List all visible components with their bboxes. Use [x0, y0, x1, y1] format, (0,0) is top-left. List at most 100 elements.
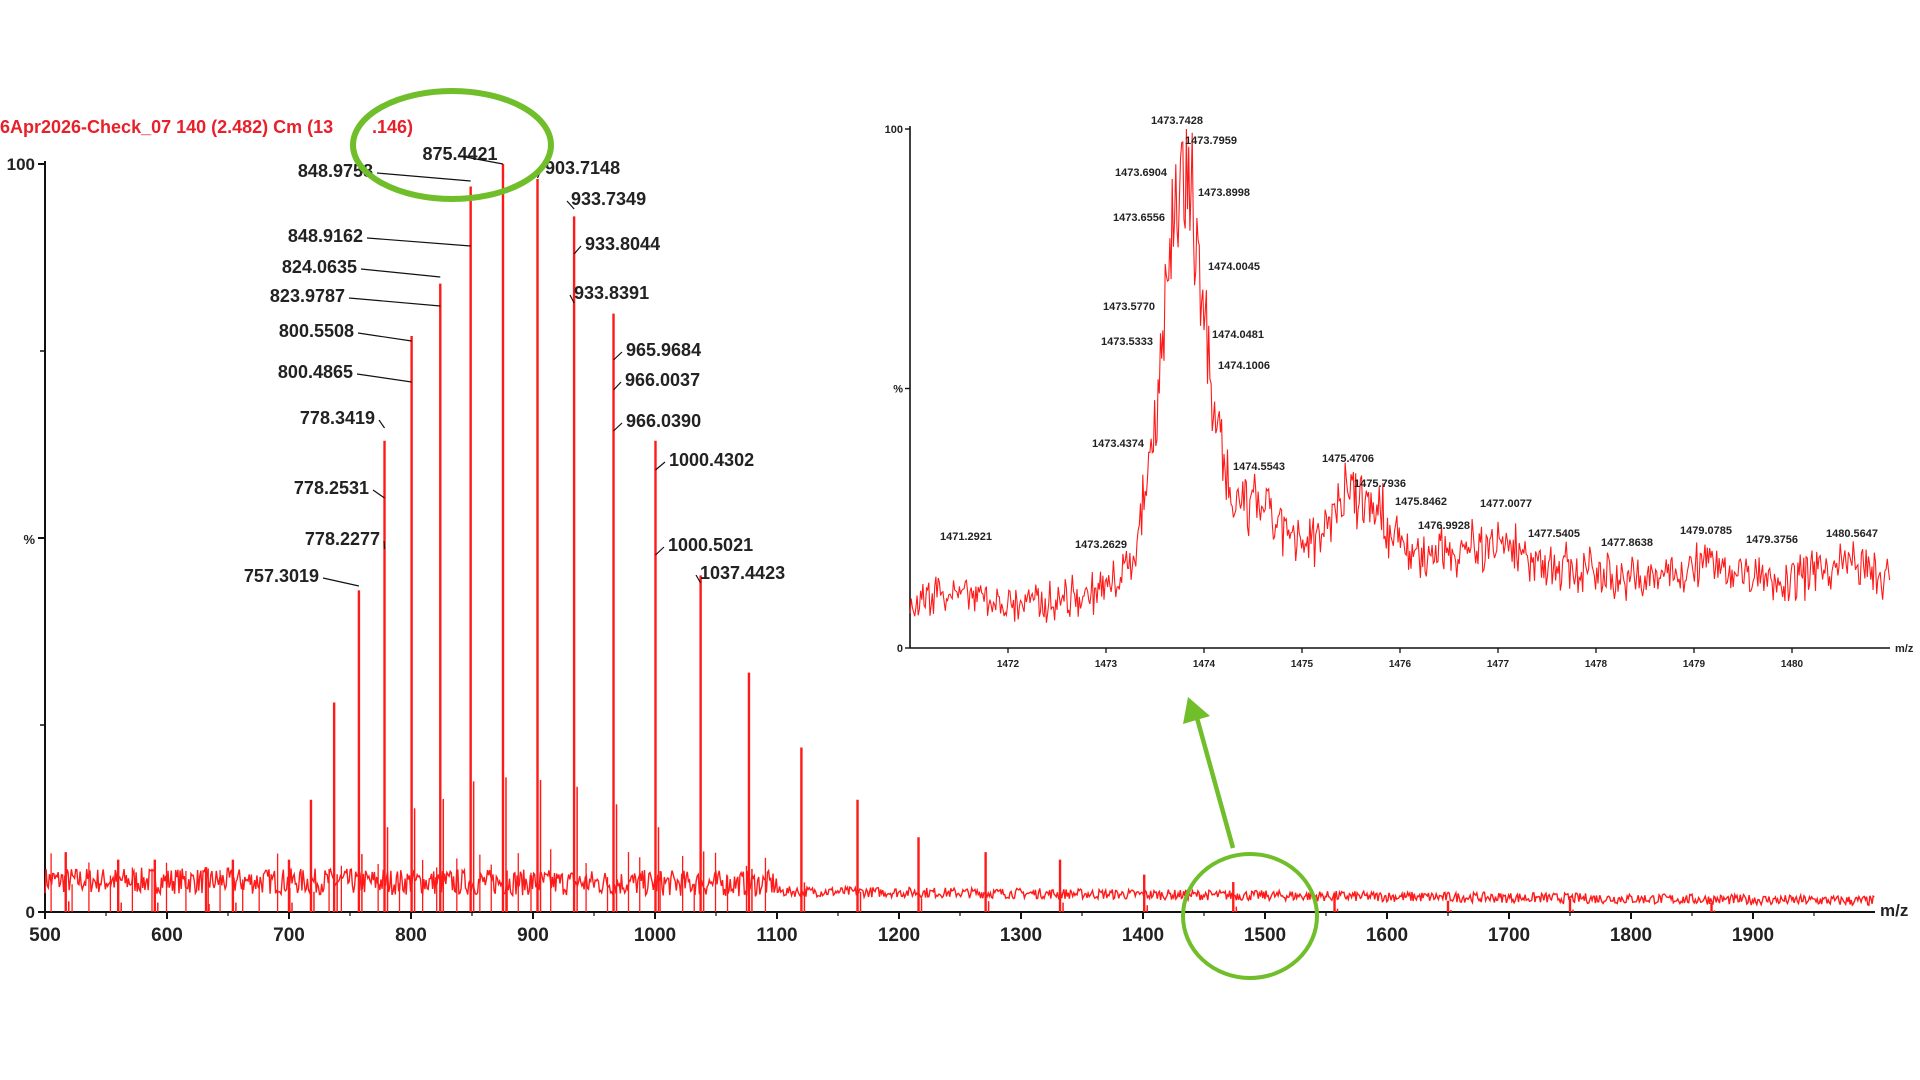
- x-tick-label: 900: [517, 925, 549, 946]
- peak-label-leader: [613, 381, 622, 391]
- peak-label: 933.8044: [585, 234, 660, 254]
- inset-peak-label: 1474.0045: [1208, 261, 1260, 273]
- inset-peak-label: 1477.5405: [1528, 528, 1580, 540]
- y-tick-label: 100: [7, 155, 35, 174]
- inset-peak-label: 1480.5647: [1826, 528, 1878, 540]
- peak-label-leader: [348, 297, 441, 307]
- x-tick-label: 1900: [1732, 925, 1774, 946]
- x-tick-label: 1000: [634, 925, 676, 946]
- x-axis-label: m/z: [1880, 901, 1908, 920]
- inset-peak-label: 1479.3756: [1746, 534, 1798, 546]
- peak-label: 848.9758: [298, 161, 373, 181]
- peak-label-leader: [356, 373, 412, 383]
- inset-peak-label: 1475.4706: [1322, 453, 1374, 465]
- inset-y-tick-label: 0: [897, 643, 903, 655]
- peak-label-leader: [360, 268, 441, 278]
- inset-x-axis-label: m/z: [1895, 643, 1914, 655]
- peak-label: 778.3419: [300, 408, 375, 428]
- inset-peak-label: 1473.2629: [1075, 539, 1127, 551]
- peak-label: 778.2531: [294, 478, 369, 498]
- spectrum-baseline: [44, 866, 1875, 907]
- x-tick-label: 500: [29, 925, 61, 946]
- peak-label: 778.2277: [305, 529, 380, 549]
- peak-label: 800.5508: [279, 321, 354, 341]
- peak-label: 1000.5021: [668, 535, 753, 555]
- peak-label: 757.3019: [244, 566, 319, 586]
- inset-peak-label: 1477.0077: [1480, 498, 1532, 510]
- inset-peak-label: 1473.7428: [1151, 115, 1203, 127]
- peak-label: 966.0037: [625, 370, 700, 390]
- inset-peak-label: 1473.4374: [1092, 438, 1145, 450]
- peak-label-leader: [366, 237, 471, 247]
- inset-peak-label: 1475.8462: [1395, 496, 1447, 508]
- peak-label: 824.0635: [282, 257, 357, 277]
- inset-peak-label: 1477.8638: [1601, 537, 1653, 549]
- peak-label: 966.0390: [626, 411, 701, 431]
- inset-x-tick-label: 1479: [1683, 659, 1706, 670]
- inset-peak-label: 1473.8998: [1198, 187, 1250, 199]
- inset-peak-label: 1473.7959: [1185, 135, 1237, 147]
- x-tick-label: 1600: [1366, 925, 1408, 946]
- inset-x-tick-label: 1478: [1585, 659, 1608, 670]
- peak-label-leader: [655, 461, 666, 471]
- y-tick-label: %: [23, 532, 35, 547]
- inset-peak-label: 1473.5333: [1101, 336, 1153, 348]
- annotation-arrow-shaft: [1194, 717, 1236, 849]
- peak-label: 933.8391: [574, 283, 649, 303]
- peak-label-leader: [613, 422, 623, 432]
- inset-peak-label: 1474.1006: [1218, 360, 1270, 372]
- peak-label-leader: [695, 574, 702, 584]
- peak-label: 965.9684: [626, 340, 701, 360]
- annotation-arrow-head: [1183, 697, 1210, 724]
- inset-peak-label: 1475.7936: [1354, 478, 1406, 490]
- peak-label-leader: [573, 245, 582, 255]
- inset-x-tick-label: 1474: [1193, 659, 1216, 670]
- peak-label-leader: [569, 294, 575, 304]
- peak-label-leader: [376, 172, 471, 182]
- peak-label-leader: [383, 540, 386, 550]
- peak-label: 933.7349: [571, 189, 646, 209]
- inset-peak-label: 1471.2921: [940, 531, 992, 543]
- inset-background: [878, 115, 1920, 670]
- inset-x-tick-label: 1476: [1389, 659, 1412, 670]
- x-tick-label: 1500: [1244, 925, 1286, 946]
- inset-peak-label: 1479.0785: [1680, 525, 1732, 537]
- peak-label-leader: [655, 546, 665, 556]
- peak-label-leader: [566, 200, 575, 210]
- y-tick-label: 0: [26, 903, 35, 922]
- inset-y-tick-label: 100: [885, 124, 903, 136]
- inset-peak-label: 1473.6556: [1113, 212, 1165, 224]
- x-tick-label: 1300: [1000, 925, 1042, 946]
- peak-label-leader: [322, 577, 360, 587]
- peak-label-leader: [459, 155, 504, 165]
- highlight-ellipse-bottom: [1181, 852, 1319, 980]
- x-tick-label: 800: [395, 925, 427, 946]
- inset-x-tick-label: 1473: [1095, 659, 1118, 670]
- peak-label: 1037.4423: [700, 563, 785, 583]
- x-tick-label: 700: [273, 925, 305, 946]
- inset-y-tick-label: %: [893, 384, 903, 396]
- x-tick-label: 1400: [1122, 925, 1164, 946]
- inset-peak-label: 1473.6904: [1115, 167, 1168, 179]
- peak-label: 1000.4302: [669, 450, 754, 470]
- x-tick-label: 1700: [1488, 925, 1530, 946]
- inset-peak-label: 1476.9928: [1418, 520, 1470, 532]
- inset-peak-label: 1474.0481: [1212, 329, 1264, 341]
- inset-peak-label: 1473.5770: [1103, 301, 1155, 313]
- peak-label: 903.7148: [545, 158, 620, 178]
- x-tick-label: 1800: [1610, 925, 1652, 946]
- peak-label: 800.4865: [278, 362, 353, 382]
- inset-x-tick-label: 1480: [1781, 659, 1804, 670]
- peak-label-leader: [378, 419, 386, 429]
- inset-spectrum-chart: 0% 100 1472 1473 1474 1475 1476 1477 1478 1479 148…: [878, 115, 1920, 670]
- peak-label-leader: [357, 332, 412, 342]
- highlight-ellipse-top: [350, 88, 554, 202]
- peak-label-leader: [613, 351, 623, 361]
- inset-x-tick-label: 1477: [1487, 659, 1510, 670]
- run-label-tail: .146): [372, 117, 413, 137]
- main-spectrum-chart: 0% 100 500 600 700 800 900 1000 1100 1200 1300 1400…: [7, 144, 1909, 946]
- annotation-layer: [350, 88, 1319, 980]
- inset-x-tick-label: 1472: [997, 659, 1020, 670]
- inset-trace: [909, 128, 1891, 623]
